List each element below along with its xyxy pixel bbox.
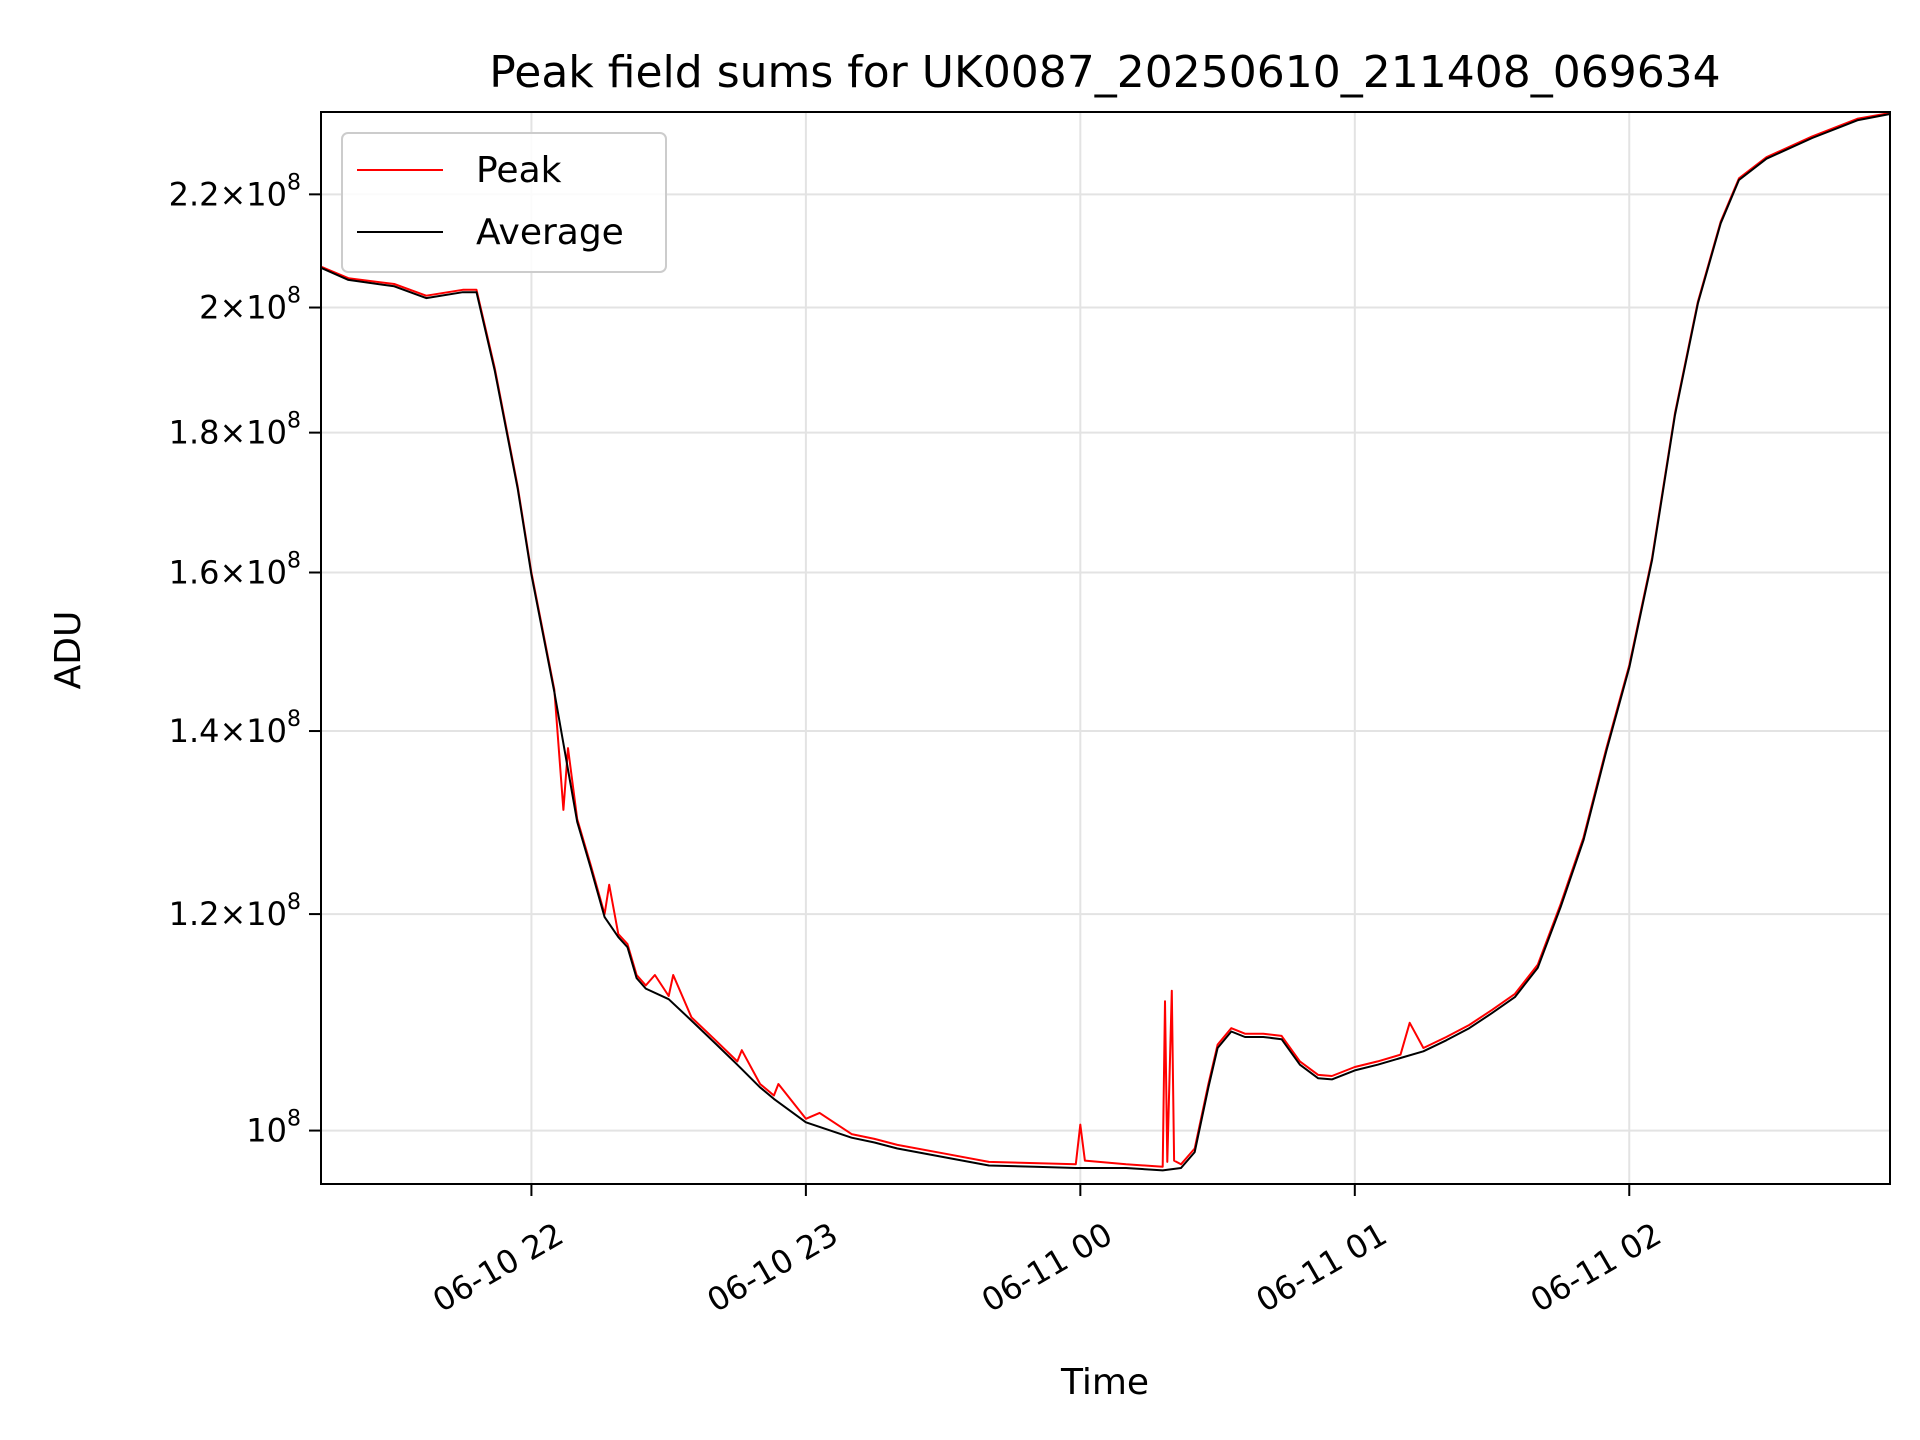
y-tick-label: 1.8×108 [169, 409, 301, 452]
y-axis-label: ADU [48, 611, 89, 690]
y-tick-label: 1.2×108 [169, 890, 301, 933]
legend-box [341, 132, 667, 273]
legend-label-average: Average [476, 212, 624, 253]
chart-title: Peak field sums for UK0087_20250610_2114… [489, 47, 1720, 98]
series-layer [320, 112, 1891, 1172]
legend-label-peak: Peak [476, 150, 562, 191]
y-tick-label: 108 [246, 1107, 301, 1150]
y-tick-label: 2.2×108 [169, 170, 301, 213]
plot-area-frame [320, 111, 1891, 1185]
y-tick-label: 2×108 [199, 284, 301, 327]
y-axis: 108 1.2×108 1.4×108 1.6×108 1.8×108 2×108 2.2×… [169, 170, 321, 1150]
grid-lines [321, 112, 1890, 1184]
series-line-average [320, 113, 1891, 1172]
y-tick-label: 1.6×108 [169, 548, 301, 591]
legend: Peak Average [341, 132, 667, 273]
y-tick-label: 1.4×108 [169, 707, 301, 750]
x-axis-label: Time [1060, 1362, 1149, 1403]
